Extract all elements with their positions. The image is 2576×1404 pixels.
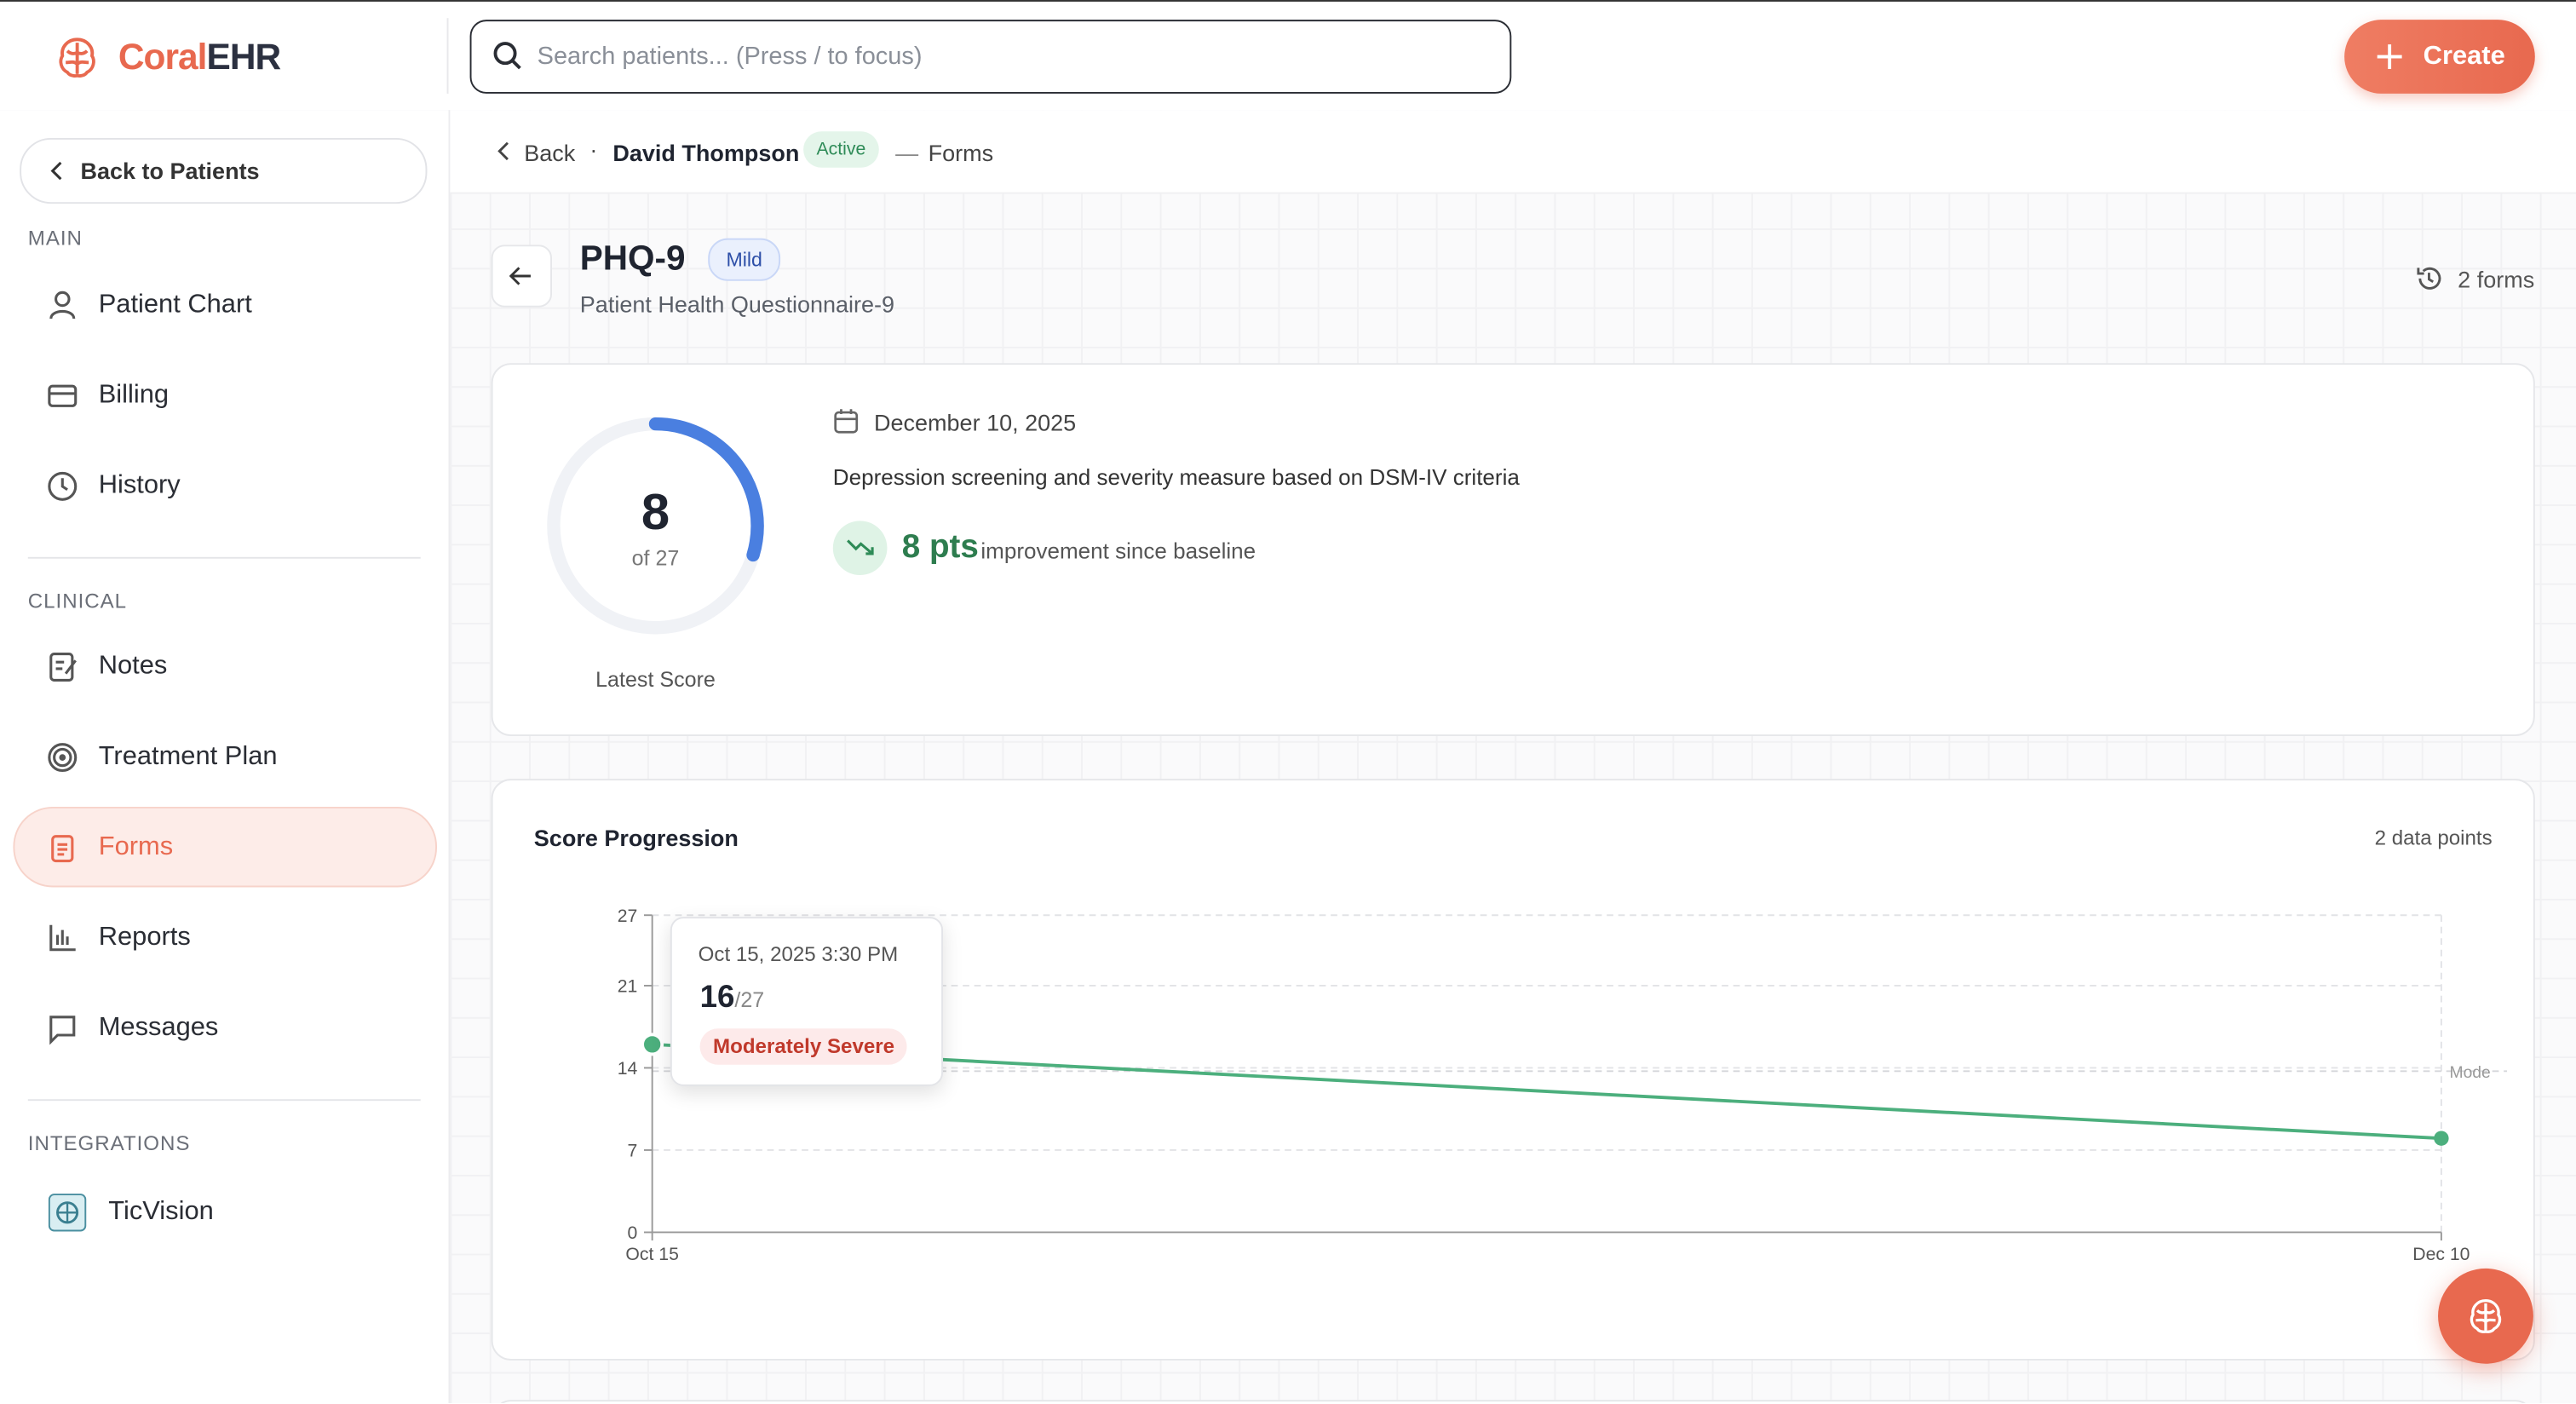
tooltip-score: 16 — [699, 981, 735, 1016]
score-ring-arc — [648, 417, 764, 562]
y-tick-label: 27 — [618, 906, 638, 926]
patient-name[interactable]: David Thompson — [612, 139, 800, 166]
arrow-icon — [509, 267, 531, 285]
clock-icon — [48, 471, 78, 501]
nav-item[interactable]: Notes — [98, 652, 168, 681]
logo: CoralEHR — [118, 36, 282, 78]
back-button[interactable] — [491, 245, 553, 308]
score-max: of 27 — [631, 545, 680, 571]
status-badge: Active — [803, 131, 879, 168]
form-description: Depression screening and severity measur… — [832, 464, 1520, 490]
card-icon — [48, 384, 78, 407]
message-icon — [49, 1016, 76, 1045]
search-placeholder: Search patients... (Press / to focus) — [537, 43, 923, 71]
section-title: INTEGRATIONS — [27, 1131, 191, 1155]
form-count: 2 forms — [2458, 266, 2535, 293]
tooltip-severity: Moderately Severe — [699, 1028, 908, 1065]
history-icon — [2417, 267, 2441, 290]
back-label: Back to Patients — [80, 158, 260, 185]
score-date: December 10, 2025 — [874, 409, 1077, 436]
y-tick-label: 0 — [627, 1223, 637, 1243]
section-title: MAIN — [27, 227, 83, 250]
tooltip-max: /27 — [734, 987, 765, 1013]
y-tick-label: 21 — [618, 977, 638, 997]
nav-item[interactable]: Patient Chart — [98, 291, 252, 319]
person-icon — [49, 291, 76, 319]
search-box[interactable]: Search patients... (Press / to focus) — [469, 20, 1512, 94]
nav-item[interactable]: Treatment Plan — [98, 742, 278, 771]
chart-subtitle: 2 data points — [2374, 826, 2493, 850]
change-text: improvement since baseline — [980, 538, 1256, 564]
clipboard-icon — [51, 835, 74, 863]
breadcrumb-page: Forms — [928, 139, 994, 166]
tooltip: Oct 15, 2025 3:30 PM 16/27 Moderately Se… — [670, 917, 944, 1086]
assistant-icon — [2470, 1298, 2502, 1333]
separator: — — [895, 139, 919, 166]
nav-item[interactable]: TicVision — [108, 1197, 214, 1226]
divider — [27, 1099, 421, 1102]
form-name: Patient Health Questionnaire-9 — [579, 291, 895, 318]
section-title: CLINICAL — [27, 590, 128, 613]
chevron-icon — [50, 161, 62, 181]
x-tick-label: Dec 10 — [2412, 1245, 2470, 1264]
create-label: Create — [2423, 43, 2505, 71]
create-button[interactable]: Create — [2344, 20, 2535, 94]
trend-down-icon — [847, 539, 874, 555]
reference-label: Mode — [2450, 1064, 2491, 1082]
trend-icon — [832, 521, 888, 576]
breadcrumb: Back · David Thompson Active — Forms — [450, 110, 2576, 194]
calendar-icon — [834, 409, 859, 434]
tooltip-value: 16/27 — [700, 981, 765, 1016]
search-icon — [493, 42, 521, 70]
divider — [27, 556, 421, 559]
plus-icon — [2377, 44, 2402, 70]
y-tick-label: 14 — [618, 1059, 638, 1079]
form-code: PHQ-9 — [579, 239, 686, 278]
score-caption: Latest Score — [595, 667, 716, 692]
divider — [446, 18, 449, 94]
nav-item[interactable]: Reports — [98, 923, 191, 952]
tooltip-date: Oct 15, 2025 3:30 PM — [698, 943, 899, 967]
score-card — [491, 363, 2535, 737]
data-point — [2434, 1131, 2449, 1146]
score-line — [652, 1042, 2442, 1141]
nav-item[interactable]: Billing — [98, 381, 170, 410]
target-icon — [48, 743, 78, 773]
y-tick-label: 7 — [627, 1142, 637, 1161]
sidebar: Back to Patients MAIN Patient Chart Bill… — [0, 110, 451, 1404]
logo-text: Coral — [118, 36, 208, 78]
logo-text: EHR — [206, 36, 282, 78]
active-nav-highlight — [13, 806, 438, 888]
top-bar: CoralEHR Search patients... (Press / to … — [0, 0, 2576, 112]
change-value: 8 pts — [901, 529, 979, 566]
breadcrumb-back[interactable]: Back — [524, 139, 576, 166]
severity-badge: Mild — [708, 238, 781, 281]
back-to-patients[interactable]: Back to Patients — [20, 138, 428, 204]
nav-item[interactable]: Forms — [98, 832, 174, 861]
ticvision-icon — [48, 1194, 87, 1232]
chart-title: Score Progression — [533, 825, 739, 852]
notes-icon — [49, 653, 77, 682]
nav-item[interactable]: Messages — [98, 1013, 219, 1042]
nav-item[interactable]: History — [98, 471, 181, 500]
chart-icon — [49, 924, 76, 952]
logo-icon — [59, 37, 95, 78]
x-tick-label: Oct 15 — [625, 1245, 678, 1264]
bullet: · — [589, 136, 598, 163]
score-value: 8 — [641, 483, 670, 541]
chevron-icon — [497, 141, 509, 161]
data-point — [641, 1033, 664, 1056]
assistant-button[interactable] — [2438, 1268, 2533, 1364]
